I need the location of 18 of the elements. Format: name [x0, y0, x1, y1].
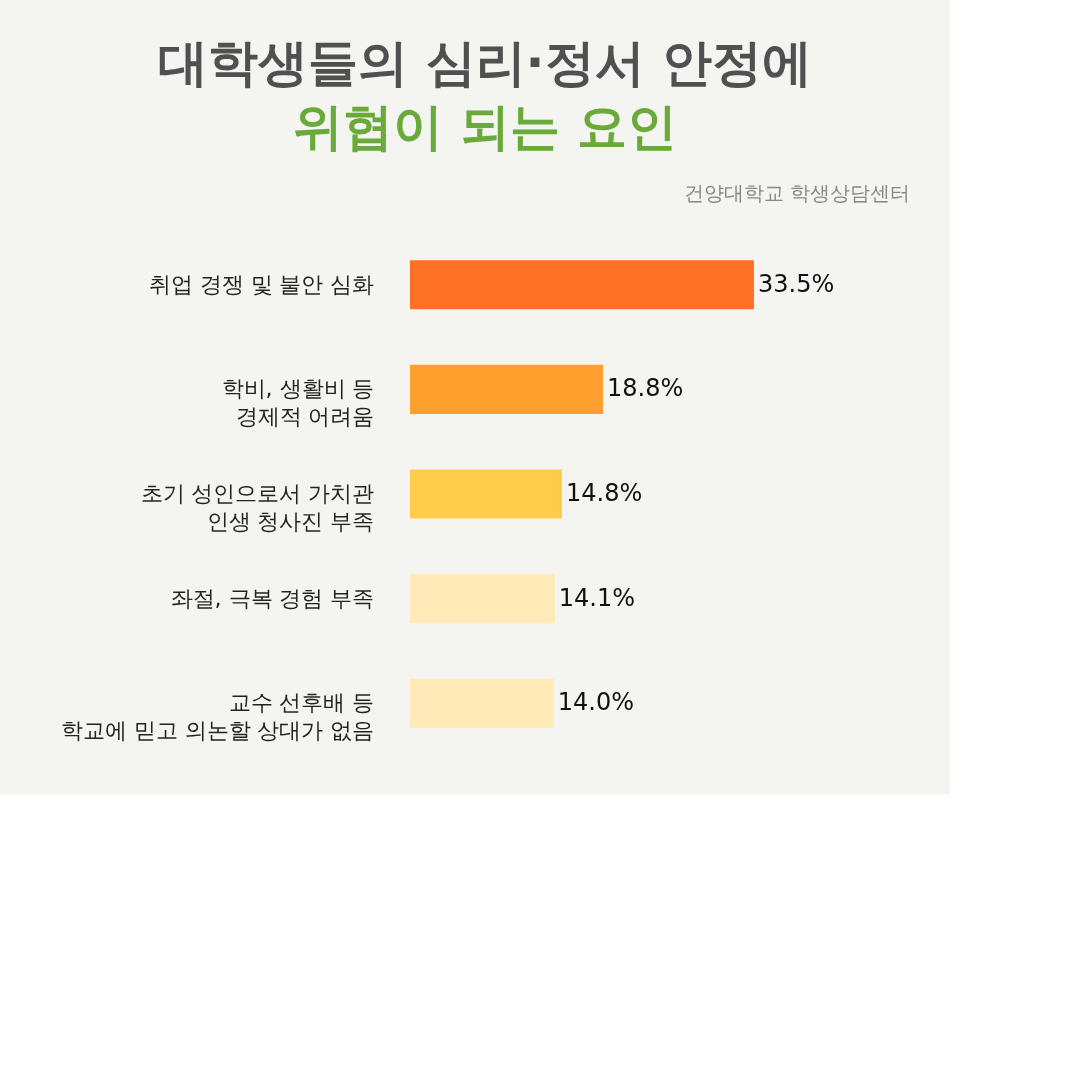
bar	[410, 678, 554, 728]
data-label: 14.8%	[565, 479, 643, 507]
y-tick-label: 취업 경쟁 및 불안 심화	[148, 271, 375, 297]
chart-subtitle: 위협이 되는 요인	[292, 98, 678, 156]
y-tick-label: 좌절, 극복 경험 부족	[170, 585, 375, 611]
data-label: 14.1%	[558, 583, 636, 612]
data-label: 33.5%	[758, 269, 835, 298]
bar	[410, 364, 604, 414]
bar	[410, 574, 555, 624]
y-tick-label: 교수 선후배 등 학교에 믿고 의논할 상대가 없음	[60, 690, 375, 744]
data-label: 14.0%	[557, 688, 635, 717]
text: 건양대학교 학생상담센터	[683, 181, 910, 205]
chart-title: 대학생들의 심리·정서 안정에	[158, 34, 812, 92]
y-tick-label: 초기 성인으로서 가치관 인생 청사진 부족	[140, 481, 375, 534]
y-tick-label: 학비, 생활비 등 경제적 어려움	[221, 376, 375, 430]
data-label: 18.8%	[607, 374, 684, 403]
bar	[410, 469, 562, 519]
bar	[410, 260, 754, 310]
